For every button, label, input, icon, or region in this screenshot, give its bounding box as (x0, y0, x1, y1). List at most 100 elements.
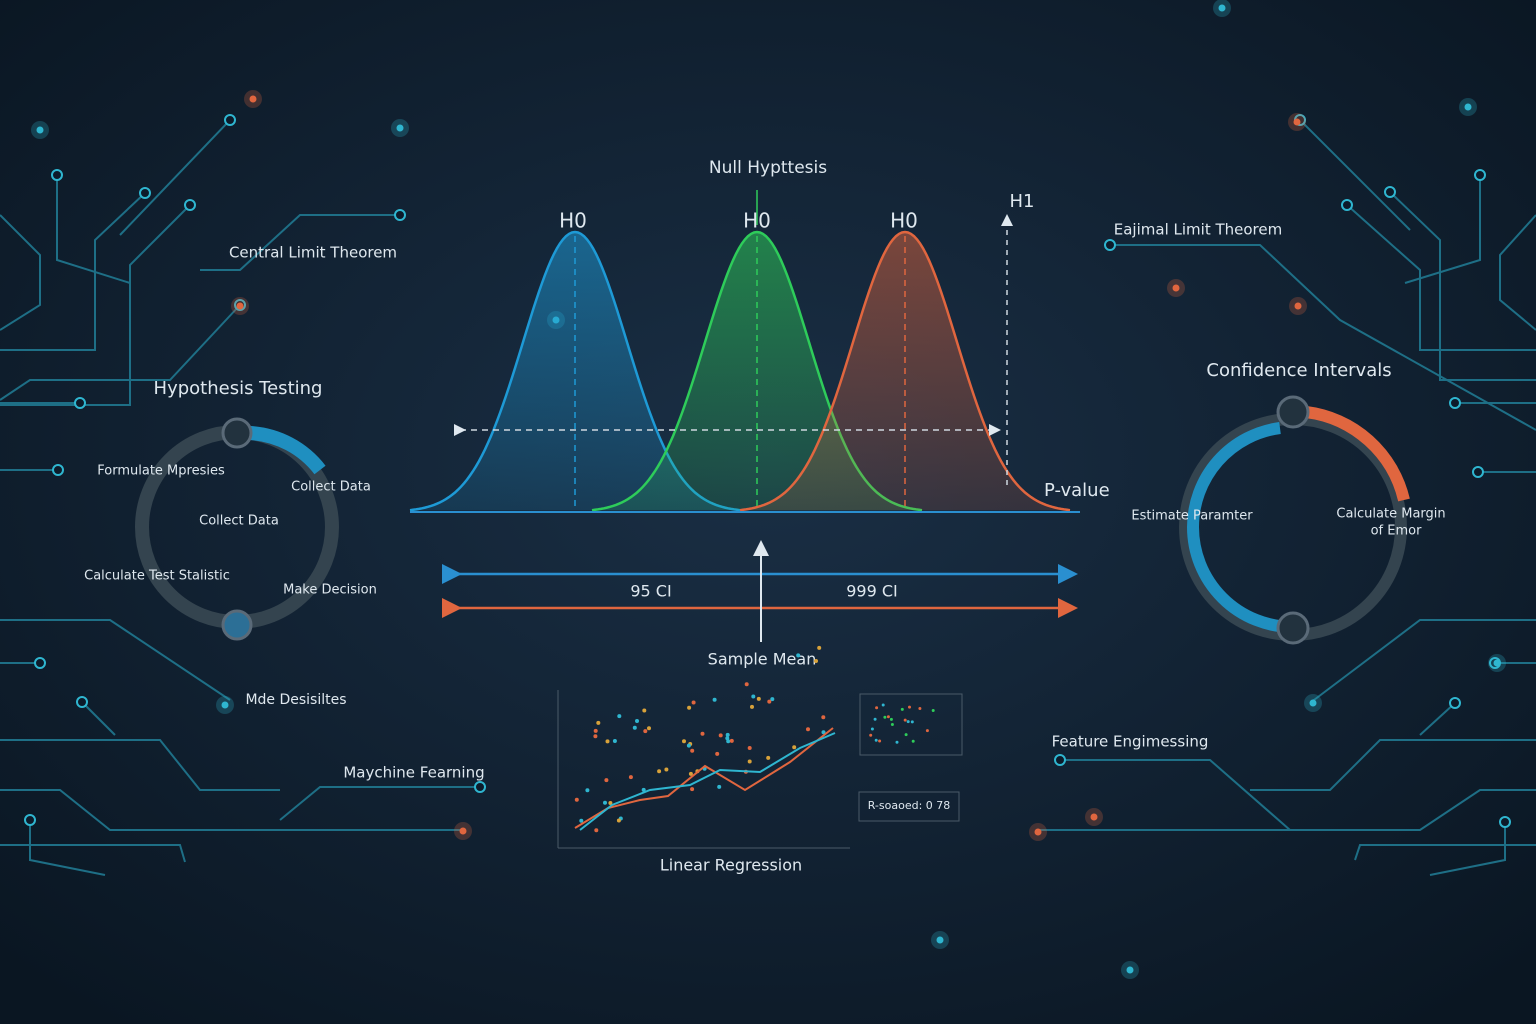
scatter-dot (690, 748, 695, 753)
glow-dot (221, 701, 229, 709)
scatter-dot (821, 715, 826, 720)
glow-dot (1090, 813, 1098, 821)
scatter-dot (725, 736, 730, 741)
h0-label: H0 (890, 209, 918, 233)
inset-dot (900, 707, 904, 711)
circuit-trace (0, 619, 231, 701)
inset-dot (883, 715, 887, 719)
scatter-dot (770, 697, 775, 702)
inset-dot (895, 740, 899, 744)
circuit-trace (29, 820, 106, 876)
scatter-dot (687, 705, 692, 710)
scatter-dot (643, 729, 648, 734)
circuit-node (1054, 754, 1066, 766)
inset-dot (931, 709, 935, 712)
inset-dot (870, 727, 874, 731)
title: Null Hypttesis (709, 158, 827, 178)
glow-dot (1294, 302, 1302, 310)
circuit-trace (1389, 191, 1536, 381)
scatter-dot (726, 739, 731, 744)
scatter-dot (596, 720, 601, 725)
circuit-node (1449, 397, 1461, 409)
trend (574, 727, 834, 829)
glow-dot (396, 124, 404, 132)
inset-dot (903, 718, 907, 722)
circuit-trace (1110, 244, 1536, 431)
scatter-dot (641, 787, 646, 792)
cycle-title: Confidence Intervals (1206, 360, 1391, 381)
circuit-trace (0, 739, 280, 791)
scatter-dot (686, 743, 691, 748)
circuit-trace (0, 304, 241, 401)
circuit-node (1384, 186, 1396, 198)
circuit-trace (0, 844, 186, 863)
scatter-dot (700, 731, 705, 736)
scatter-dot (635, 719, 639, 723)
scatter-dot (717, 784, 722, 789)
scatter-dot (767, 699, 772, 704)
inset-dot (878, 739, 882, 743)
circuit-trace (1499, 214, 1536, 331)
scatter-dot (715, 751, 720, 756)
cycle-step: Calculate Test Stalistic (84, 569, 230, 584)
circuit-trace (1404, 175, 1481, 284)
inset-dot (890, 723, 894, 726)
inset-dot (875, 706, 879, 710)
circuit-node (139, 187, 151, 199)
inset-box (859, 693, 963, 756)
ci-label: 95 CI (630, 582, 671, 601)
scatter-dot (605, 739, 610, 744)
scatter-dot (585, 788, 590, 793)
scatter-dot (664, 767, 669, 772)
r-squared-box (858, 791, 960, 822)
inset-dot (904, 733, 908, 737)
scatter-dot (756, 696, 761, 701)
scatter-dot (817, 645, 822, 650)
circuit-trace (81, 701, 116, 736)
p-value-label: P-value (1044, 480, 1110, 501)
scatter-dot (603, 800, 607, 805)
circuit-node (1449, 697, 1461, 709)
glow-dot (236, 302, 244, 310)
circuit-trace (1040, 789, 1536, 831)
circuit-trace (1309, 619, 1536, 704)
circuit-node (1499, 816, 1511, 828)
scatter-dot (593, 728, 598, 733)
scatter-dot (632, 725, 637, 730)
scatter-dot (612, 739, 617, 743)
cycle-arc (1305, 406, 1410, 502)
scatter-dot (814, 659, 818, 663)
scatter-dot (593, 734, 598, 739)
glow-dot (936, 936, 944, 944)
r-squared: R-soaoed: 0 78 (868, 799, 951, 812)
circuit-node (34, 657, 46, 669)
side-label: Feature Engimessing (1052, 733, 1209, 751)
circuit-node (224, 114, 236, 126)
scatter-dot (718, 733, 723, 738)
cycle-node (1276, 611, 1310, 645)
cycle-title: Hypothesis Testing (154, 378, 323, 399)
side-label: Maychine Fearning (343, 764, 484, 782)
glow-dot (36, 126, 44, 134)
inset-dot (906, 720, 910, 724)
glow-dot (249, 95, 257, 103)
glow-dot (1172, 284, 1180, 292)
scatter-dot (628, 775, 633, 780)
inset-dot (911, 739, 915, 743)
scatter-dot (766, 755, 771, 760)
glow-dot (1493, 659, 1501, 667)
scatter-dot (688, 771, 693, 776)
cycle-step: Collect Data (291, 480, 371, 495)
side-label: Mde Desisiltes (245, 692, 346, 708)
cycle-step: of Emor (1371, 524, 1422, 539)
inset-dot (873, 717, 877, 721)
h0-label: H0 (743, 209, 771, 233)
scatter-dot (647, 726, 651, 731)
circuit-node (1341, 199, 1353, 211)
h1-label: H1 (1010, 191, 1035, 212)
circuit-trace (119, 119, 231, 236)
inset-dot (910, 720, 914, 724)
scatter-dot (729, 738, 734, 743)
circuit-trace (1419, 702, 1456, 736)
circuit-trace (0, 204, 191, 406)
